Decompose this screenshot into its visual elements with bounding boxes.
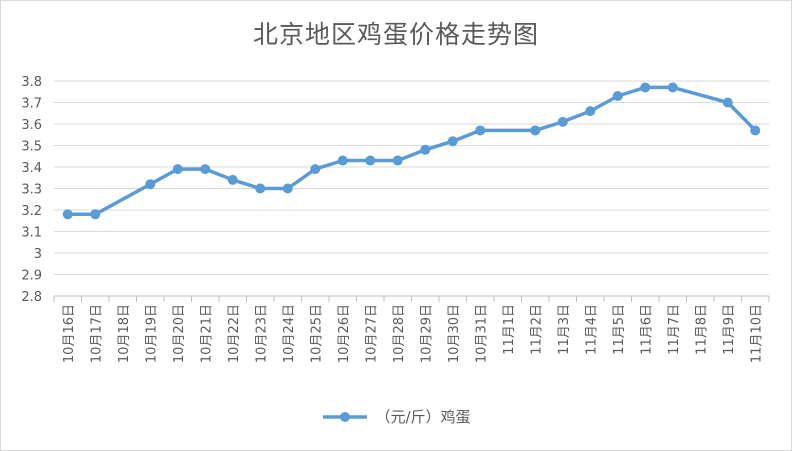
- x-tick-label: 11月8日: [694, 304, 709, 355]
- x-tick-label: 10月21日: [199, 304, 214, 363]
- data-point: [447, 136, 458, 147]
- y-tick-label: 2.9: [21, 269, 42, 284]
- data-point: [640, 82, 651, 93]
- y-tick-label: 3: [34, 247, 42, 262]
- data-point: [750, 125, 761, 136]
- x-tick-label: 11月10日: [749, 304, 764, 363]
- x-tick-label: 10月23日: [254, 304, 269, 363]
- x-tick-label: 10月28日: [392, 304, 407, 363]
- x-tick-label: 11月7日: [667, 304, 682, 355]
- data-point: [667, 82, 678, 93]
- data-point: [722, 97, 733, 108]
- data-point: [282, 183, 293, 194]
- x-tick-label: 10月29日: [419, 304, 434, 363]
- y-tick-label: 3.6: [21, 118, 42, 133]
- y-tick-label: 3.8: [21, 75, 42, 90]
- x-tick-label: 10月17日: [89, 304, 104, 363]
- data-point: [337, 155, 348, 166]
- chart-title: 北京地区鸡蛋价格走势图: [252, 20, 539, 49]
- x-tick-label: 10月25日: [309, 304, 324, 363]
- data-point: [227, 174, 238, 185]
- x-tick-label: 11月3日: [557, 304, 572, 355]
- y-tick-label: 3.7: [21, 97, 42, 112]
- data-point: [90, 209, 101, 220]
- data-point: [145, 179, 156, 190]
- x-tick-label: 11月2日: [529, 304, 544, 355]
- data-point: [200, 164, 211, 175]
- x-tick-label: 11月4日: [584, 304, 599, 355]
- data-point: [392, 155, 403, 166]
- x-tick-label: 10月24日: [282, 304, 297, 363]
- data-point: [62, 209, 73, 220]
- series-line: [67, 85, 757, 217]
- y-tick-label: 3.1: [21, 226, 42, 241]
- data-point: [585, 106, 596, 117]
- x-tick-label: 11月1日: [502, 304, 517, 355]
- x-tick-label: 10月22日: [227, 304, 242, 363]
- x-tick-label: 10月19日: [144, 304, 159, 363]
- data-point: [172, 164, 183, 175]
- data-point: [557, 116, 568, 127]
- legend-label: （元/斤）鸡蛋: [375, 408, 471, 426]
- data-point: [310, 164, 321, 175]
- x-tick-label: 10月30日: [447, 304, 462, 363]
- x-tick-label: 10月26日: [337, 304, 352, 363]
- x-tick-label: 11月5日: [612, 304, 627, 355]
- y-tick-label: 2.8: [21, 290, 42, 305]
- y-tick-label: 3.3: [21, 183, 42, 198]
- x-tick-label: 10月16日: [62, 304, 77, 363]
- data-point: [365, 155, 376, 166]
- x-tick-label: 10月18日: [117, 304, 132, 363]
- data-point: [255, 183, 266, 194]
- data-point: [612, 91, 623, 102]
- x-tick-label: 10月27日: [364, 304, 379, 363]
- x-tick-label: 10月31日: [474, 304, 489, 363]
- x-tick-label: 11月6日: [639, 304, 654, 355]
- y-tick-label: 3.5: [21, 140, 42, 155]
- data-point: [475, 125, 486, 136]
- y-tick-label: 3.2: [21, 204, 42, 219]
- x-tick-label: 10月20日: [172, 304, 187, 363]
- x-tick-label: 11月9日: [722, 304, 737, 355]
- y-tick-label: 3.4: [21, 161, 42, 176]
- data-point: [530, 125, 541, 136]
- legend: （元/斤）鸡蛋: [1, 406, 791, 427]
- data-point: [420, 144, 431, 155]
- legend-swatch: [323, 411, 368, 422]
